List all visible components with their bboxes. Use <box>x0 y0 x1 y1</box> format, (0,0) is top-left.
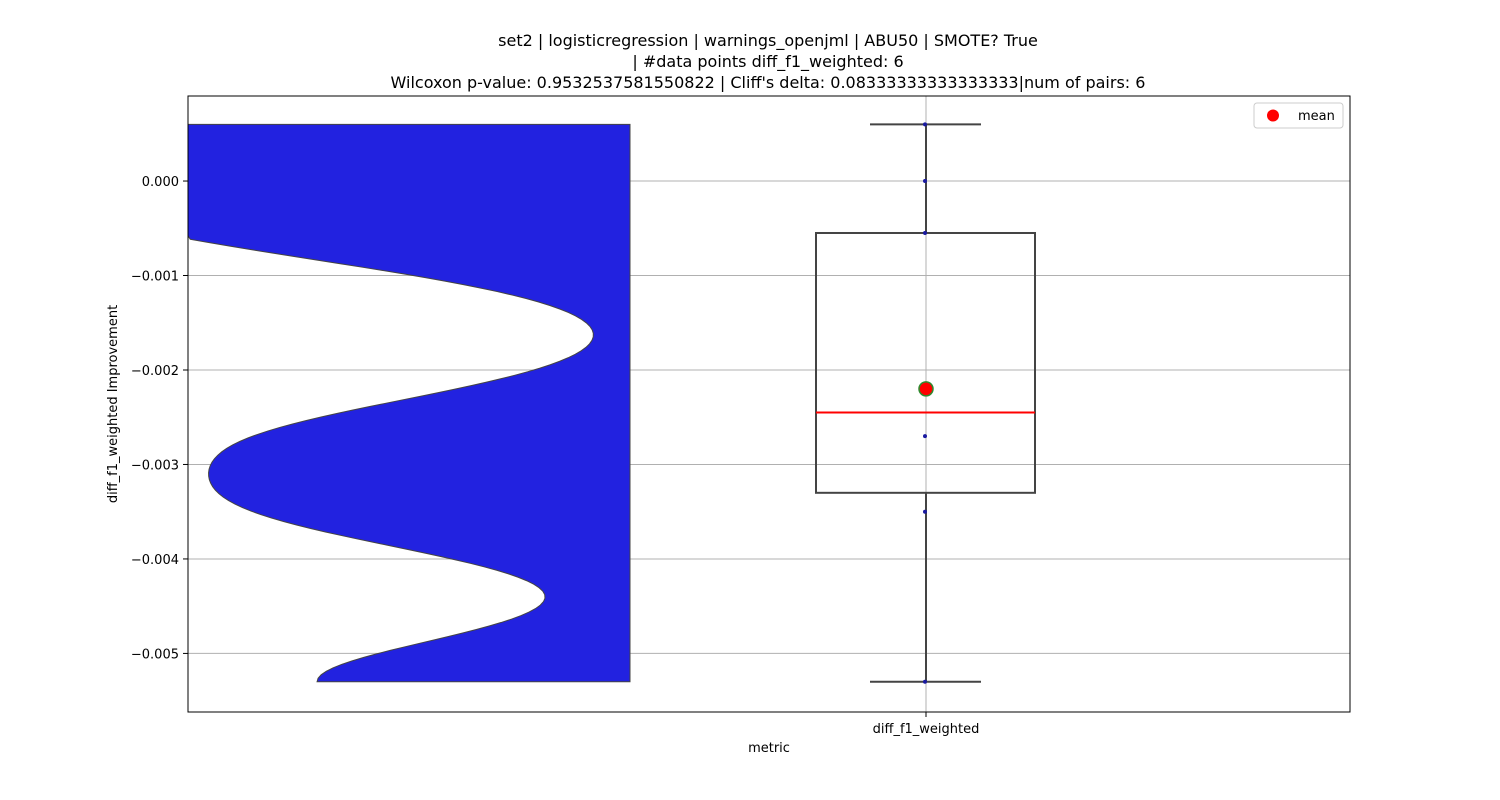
title-line-2: | #data points diff_f1_weighted: 6 <box>632 52 903 72</box>
legend-box <box>1253 102 1344 129</box>
data-point <box>923 179 927 184</box>
title-line-1: set2 | logisticregression | warnings_ope… <box>498 31 1038 51</box>
data-point <box>923 679 927 684</box>
x-axis-label: metric <box>748 741 790 756</box>
y-axis-ticks: 0.000 −0.001 −0.002 −0.003 −0.004 −0.005 <box>131 175 188 662</box>
legend-mean-label: mean <box>1298 109 1335 124</box>
title-line-3: Wilcoxon p-value: 0.9532537581550822 | C… <box>391 73 1146 92</box>
data-point <box>923 122 927 127</box>
data-point <box>923 230 927 235</box>
data-point <box>923 434 927 439</box>
mean-marker <box>918 381 934 397</box>
y-tick-label: −0.002 <box>131 364 179 379</box>
violin-body <box>188 123 631 683</box>
y-tick-label: −0.001 <box>131 270 179 285</box>
y-tick-label: −0.005 <box>131 647 179 662</box>
legend: mean <box>1253 102 1344 129</box>
data-point <box>923 509 927 514</box>
chart-title: set2 | logisticregression | warnings_ope… <box>391 31 1146 92</box>
y-tick-label: −0.003 <box>131 458 179 473</box>
y-tick-label: 0.000 <box>142 175 179 190</box>
x-axis-ticks: diff_f1_weighted <box>873 712 980 737</box>
plot-frame <box>187 95 1351 713</box>
violin <box>188 123 631 683</box>
y-tick-label: −0.004 <box>131 553 179 568</box>
x-tick-label: diff_f1_weighted <box>873 722 980 737</box>
y-axis-label: diff_f1_weighted Improvement <box>106 305 121 503</box>
data-points <box>918 122 934 684</box>
legend-mean-marker <box>1267 109 1279 122</box>
